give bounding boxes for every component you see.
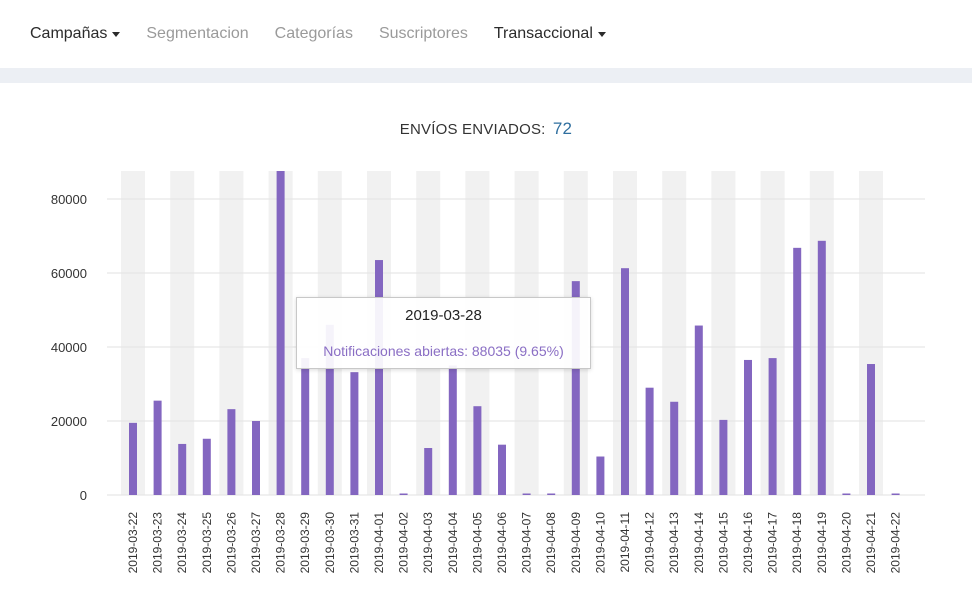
y-tick-label: 60000 (51, 266, 87, 281)
x-tick-label: 2019-04-18 (790, 512, 804, 574)
y-tick-label: 40000 (51, 340, 87, 355)
x-tick-label: 2019-04-20 (839, 512, 853, 574)
bar (129, 422, 137, 495)
bar (276, 171, 285, 495)
x-tick-label: 2019-04-09 (569, 512, 583, 574)
y-tick-label: 80000 (51, 192, 87, 207)
bar (891, 493, 900, 495)
top-navbar: Campañas Segmentacion Categorías Suscrip… (0, 0, 972, 68)
tooltip-date: 2019-03-28 (405, 307, 482, 324)
x-tick-label: 2019-04-16 (741, 512, 755, 574)
bar (694, 325, 703, 495)
bar (645, 387, 654, 495)
x-tick-label: 2019-04-14 (692, 512, 706, 574)
bar (596, 456, 605, 495)
bar (719, 419, 728, 495)
x-tick-label: 2019-04-22 (889, 512, 903, 574)
x-tick-label: 2019-04-06 (495, 512, 509, 574)
y-tick-label: 0 (80, 488, 87, 503)
x-tick-label: 2019-04-10 (593, 512, 607, 574)
nav-segmentacion[interactable]: Segmentacion (146, 25, 248, 43)
bar (153, 400, 162, 495)
bar (252, 421, 260, 495)
x-tick-label: 2019-04-08 (544, 512, 558, 574)
x-tick-label: 2019-03-24 (175, 512, 189, 574)
bar (202, 438, 211, 495)
caret-down-icon (112, 32, 121, 37)
x-tick-label: 2019-04-12 (643, 512, 657, 574)
chart-header-label: ENVÍOS ENVIADOS: (399, 121, 546, 138)
bar (498, 444, 506, 495)
tooltip-value: Notificaciones abiertas: 88035 (9.65%) (323, 343, 564, 359)
bar (571, 281, 580, 495)
nav-campanas-label: Campañas (30, 25, 108, 42)
bar (227, 409, 236, 495)
sent-count: 72 (552, 119, 573, 138)
nav-categorias[interactable]: Categorías (275, 25, 353, 43)
bar (325, 324, 334, 495)
bar (424, 448, 433, 495)
x-tick-label: 2019-04-04 (446, 512, 460, 574)
nav-categorias-label: Categorías (274, 25, 353, 42)
bar (522, 493, 531, 495)
x-tick-label: 2019-03-31 (347, 512, 361, 574)
bar (793, 247, 802, 495)
nav-suscriptores-label: Suscriptores (378, 25, 468, 42)
chart-tooltip: 2019-03-28 Notificaciones abiertas: 8803… (296, 297, 591, 369)
nav-transaccional[interactable]: Transaccional (494, 25, 606, 43)
bar (817, 240, 826, 495)
x-tick-label: 2019-03-27 (249, 512, 263, 574)
x-tick-label: 2019-04-21 (864, 512, 878, 574)
bar (350, 372, 359, 495)
bar (547, 493, 556, 495)
header-divider-strip (0, 68, 972, 83)
x-tick-label: 2019-03-29 (298, 512, 312, 574)
bar (448, 365, 457, 495)
caret-down-icon (597, 32, 606, 37)
x-tick-label: 2019-04-01 (372, 512, 386, 574)
nav-campanas[interactable]: Campañas (30, 25, 121, 43)
x-tick-label: 2019-04-05 (470, 512, 484, 574)
y-tick-label: 20000 (51, 414, 87, 429)
nav-suscriptores[interactable]: Suscriptores (379, 25, 468, 43)
nav-transaccional-label: Transaccional (493, 25, 593, 42)
bar (621, 268, 629, 495)
bar (375, 260, 383, 495)
x-tick-label: 2019-04-17 (766, 512, 780, 574)
x-tick-label: 2019-03-23 (151, 512, 165, 574)
chart-header: ENVÍOS ENVIADOS: 72 (0, 119, 972, 139)
bar (842, 493, 851, 495)
x-tick-label: 2019-03-26 (224, 512, 238, 574)
x-tick-label: 2019-04-03 (421, 512, 435, 574)
x-tick-label: 2019-03-30 (323, 512, 337, 574)
bar (744, 359, 752, 495)
bar (670, 401, 679, 495)
bar (768, 358, 777, 495)
x-tick-label: 2019-03-22 (126, 512, 140, 574)
x-tick-label: 2019-04-02 (397, 512, 411, 574)
x-tick-label: 2019-04-07 (520, 512, 534, 574)
bar (867, 364, 875, 495)
x-tick-label: 2019-03-25 (200, 512, 214, 574)
x-tick-label: 2019-04-15 (716, 512, 730, 574)
nav-segmentacion-label: Segmentacion (146, 25, 249, 42)
bar (178, 443, 187, 495)
column-band (170, 171, 195, 495)
x-tick-label: 2019-04-19 (815, 512, 829, 574)
bar (399, 493, 408, 495)
bar (301, 358, 310, 495)
x-tick-label: 2019-04-13 (667, 512, 681, 574)
x-tick-label: 2019-03-28 (274, 512, 288, 574)
bar (473, 406, 482, 495)
x-tick-label: 2019-04-11 (618, 512, 632, 573)
